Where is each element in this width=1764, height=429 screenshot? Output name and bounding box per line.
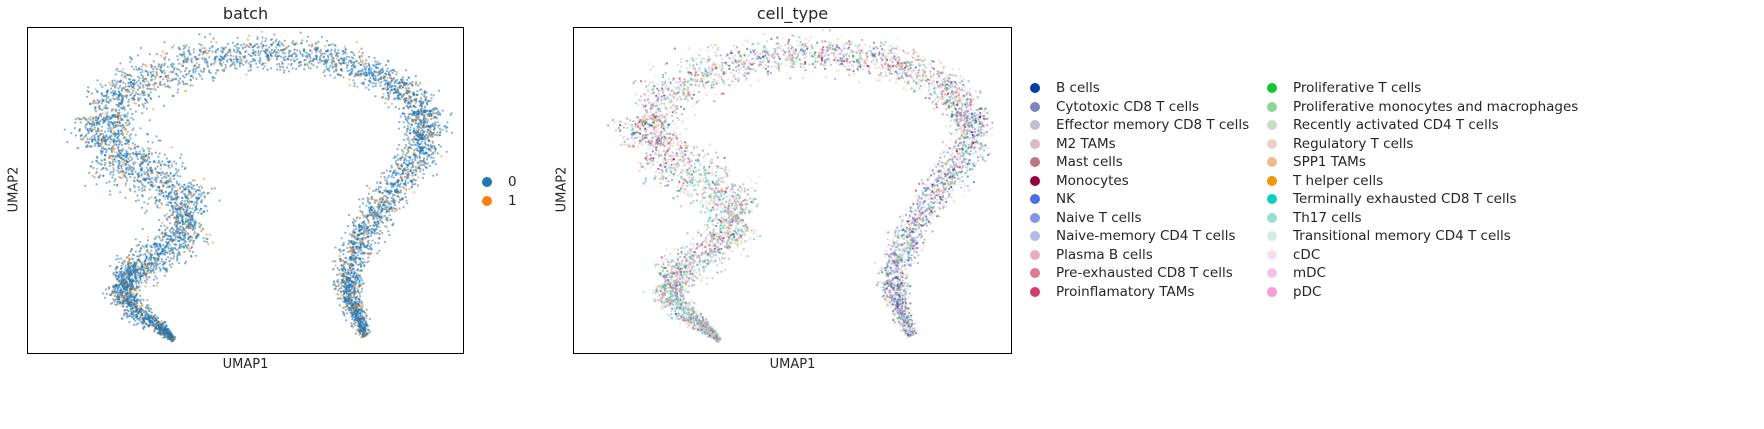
- legend-marker: [1267, 175, 1277, 186]
- legend-marker: [1030, 175, 1040, 186]
- legend-label: Pre-exhausted CD8 T cells: [1056, 265, 1233, 281]
- legend-label: NK: [1056, 191, 1075, 207]
- legend-label: Monocytes: [1056, 172, 1129, 189]
- legend-marker: [1267, 212, 1277, 223]
- legend-marker: [1267, 101, 1277, 112]
- celltype-plot-area: [573, 27, 1012, 354]
- legend-label: 0: [508, 174, 517, 190]
- legend-label: Recently activated CD4 T cells: [1293, 117, 1499, 133]
- batch-plot-area: [27, 27, 464, 354]
- legend-label: Naive T cells: [1056, 209, 1142, 226]
- legend-marker: [1267, 120, 1277, 130]
- legend-marker: [1030, 249, 1040, 260]
- scatter-points: [63, 30, 453, 343]
- legend-marker: [1267, 286, 1277, 297]
- celltype-x-axis-label: UMAP1: [769, 357, 816, 372]
- legend-marker: [1267, 268, 1277, 278]
- legend-label: Th17 cells: [1293, 209, 1362, 226]
- legend-marker: [1030, 212, 1040, 223]
- legend-marker: [1030, 120, 1040, 130]
- legend-marker: [1267, 157, 1277, 167]
- legend-marker: [1030, 138, 1040, 149]
- celltype-legend: B cells Cytotoxic CD8 T cells Effector mem…: [1030, 78, 1760, 308]
- legend-label: Mast cells: [1056, 154, 1123, 170]
- legend-label: Cytotoxic CD8 T cells: [1056, 98, 1200, 115]
- celltype-y-axis-label: UMAP2: [554, 166, 570, 213]
- batch-x-axis-label: UMAP1: [222, 357, 269, 372]
- legend-label: T helper cells: [1293, 172, 1384, 189]
- batch-y-axis-label: UMAP2: [6, 166, 22, 213]
- legend-label: 1: [508, 192, 517, 209]
- legend-marker: [1267, 194, 1277, 204]
- legend-marker: [1030, 286, 1040, 297]
- legend-marker: [1030, 194, 1040, 204]
- legend-label: Naive-memory CD4 T cells: [1056, 228, 1236, 244]
- legend-marker: [1030, 231, 1040, 241]
- legend-label: M2 TAMs: [1056, 135, 1116, 152]
- legend-marker: [482, 195, 492, 206]
- batch-umap-scatter: [63, 30, 453, 343]
- legend-label: Effector memory CD8 T cells: [1056, 117, 1250, 133]
- legend-marker: [482, 177, 492, 187]
- legend-label: Proliferative T cells: [1293, 80, 1422, 96]
- legend-marker: [1030, 83, 1040, 93]
- legend-label: B cells: [1056, 80, 1100, 96]
- legend-label: Proinflamatory TAMs: [1056, 283, 1195, 300]
- batch-panel-title: batch: [222, 4, 269, 23]
- celltype-panel-title: cell_type: [756, 4, 829, 23]
- legend-label: Plasma B cells: [1056, 246, 1153, 263]
- legend-marker: [1030, 157, 1040, 167]
- celltype-umap-scatter: [606, 28, 994, 343]
- legend-marker: [1267, 138, 1277, 149]
- legend-label: mDC: [1293, 265, 1326, 281]
- legend-marker: [1267, 231, 1277, 241]
- legend-marker: [1030, 268, 1040, 278]
- legend-label: SPP1 TAMs: [1293, 154, 1366, 170]
- legend-marker: [1030, 101, 1040, 112]
- legend-label: pDC: [1293, 283, 1322, 300]
- legend-label: Terminally exhausted CD8 T cells: [1293, 191, 1517, 207]
- legend-marker: [1267, 249, 1277, 260]
- legend-label: Transitional memory CD4 T cells: [1293, 228, 1511, 244]
- legend-label: Proliferative monocytes and macrophages: [1293, 98, 1579, 115]
- scatter-points: [606, 28, 994, 343]
- legend-label: Regulatory T cells: [1293, 135, 1414, 152]
- legend-marker: [1267, 83, 1277, 93]
- legend-label: cDC: [1293, 246, 1321, 263]
